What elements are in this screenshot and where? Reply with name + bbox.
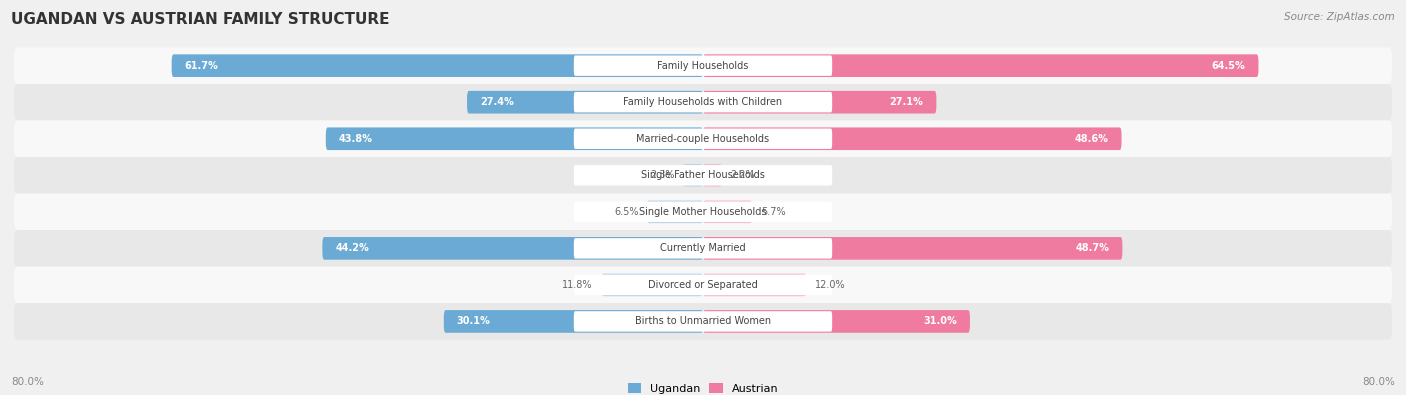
Text: 61.7%: 61.7% (184, 61, 218, 71)
Text: Divorced or Separated: Divorced or Separated (648, 280, 758, 290)
Text: Single Mother Households: Single Mother Households (640, 207, 766, 217)
FancyBboxPatch shape (326, 128, 703, 150)
FancyBboxPatch shape (574, 55, 832, 76)
Legend: Ugandan, Austrian: Ugandan, Austrian (623, 379, 783, 395)
FancyBboxPatch shape (14, 230, 1392, 267)
FancyBboxPatch shape (703, 55, 1258, 77)
Text: Currently Married: Currently Married (661, 243, 745, 253)
Text: Family Households: Family Households (658, 61, 748, 71)
FancyBboxPatch shape (14, 303, 1392, 340)
Text: Source: ZipAtlas.com: Source: ZipAtlas.com (1284, 12, 1395, 22)
Text: 44.2%: 44.2% (335, 243, 368, 253)
FancyBboxPatch shape (467, 91, 703, 113)
Text: Births to Unmarried Women: Births to Unmarried Women (636, 316, 770, 326)
FancyBboxPatch shape (703, 91, 936, 113)
FancyBboxPatch shape (683, 164, 703, 186)
FancyBboxPatch shape (574, 92, 832, 113)
FancyBboxPatch shape (703, 310, 970, 333)
Text: 43.8%: 43.8% (339, 134, 373, 144)
FancyBboxPatch shape (574, 311, 832, 332)
FancyBboxPatch shape (14, 267, 1392, 303)
Text: Family Households with Children: Family Households with Children (623, 97, 783, 107)
FancyBboxPatch shape (14, 84, 1392, 120)
FancyBboxPatch shape (574, 128, 832, 149)
Text: 48.7%: 48.7% (1076, 243, 1109, 253)
Text: 11.8%: 11.8% (562, 280, 593, 290)
Text: 2.2%: 2.2% (731, 170, 755, 180)
FancyBboxPatch shape (14, 194, 1392, 230)
FancyBboxPatch shape (574, 275, 832, 295)
Text: 5.7%: 5.7% (761, 207, 786, 217)
FancyBboxPatch shape (703, 237, 1122, 260)
Text: 31.0%: 31.0% (924, 316, 957, 326)
FancyBboxPatch shape (574, 238, 832, 259)
Text: 27.1%: 27.1% (890, 97, 924, 107)
FancyBboxPatch shape (322, 237, 703, 260)
FancyBboxPatch shape (647, 201, 703, 223)
Text: Single Father Households: Single Father Households (641, 170, 765, 180)
Text: 30.1%: 30.1% (457, 316, 491, 326)
Text: 12.0%: 12.0% (815, 280, 845, 290)
FancyBboxPatch shape (703, 164, 721, 186)
FancyBboxPatch shape (703, 128, 1122, 150)
FancyBboxPatch shape (14, 120, 1392, 157)
FancyBboxPatch shape (444, 310, 703, 333)
Text: Married-couple Households: Married-couple Households (637, 134, 769, 144)
Text: 64.5%: 64.5% (1212, 61, 1246, 71)
FancyBboxPatch shape (574, 201, 832, 222)
FancyBboxPatch shape (703, 201, 752, 223)
Text: 6.5%: 6.5% (614, 207, 638, 217)
FancyBboxPatch shape (172, 55, 703, 77)
FancyBboxPatch shape (574, 165, 832, 186)
Text: UGANDAN VS AUSTRIAN FAMILY STRUCTURE: UGANDAN VS AUSTRIAN FAMILY STRUCTURE (11, 12, 389, 27)
Text: 80.0%: 80.0% (1362, 377, 1395, 387)
FancyBboxPatch shape (703, 274, 807, 296)
FancyBboxPatch shape (602, 274, 703, 296)
Text: 48.6%: 48.6% (1074, 134, 1108, 144)
FancyBboxPatch shape (14, 47, 1392, 84)
Text: 80.0%: 80.0% (11, 377, 44, 387)
Text: 27.4%: 27.4% (479, 97, 513, 107)
FancyBboxPatch shape (14, 157, 1392, 194)
Text: 2.3%: 2.3% (650, 170, 675, 180)
